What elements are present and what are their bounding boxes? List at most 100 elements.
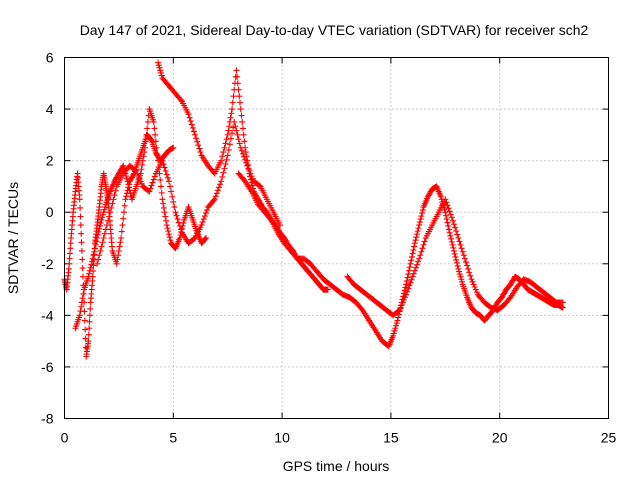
data-point xyxy=(217,181,224,188)
data-point xyxy=(458,276,465,283)
data-point xyxy=(81,317,88,324)
data-point xyxy=(230,93,237,100)
data-point xyxy=(154,151,161,158)
data-point xyxy=(92,241,99,248)
data-point xyxy=(79,273,86,280)
data-point xyxy=(190,235,197,242)
data-point xyxy=(445,222,452,229)
data-point xyxy=(229,130,236,137)
data-point xyxy=(76,196,83,203)
data-point xyxy=(358,305,365,312)
data-point xyxy=(237,99,244,106)
data-point xyxy=(237,106,244,113)
data-point xyxy=(453,228,460,235)
data-point xyxy=(162,167,169,174)
data-point xyxy=(78,303,85,310)
data-point xyxy=(193,135,200,142)
data-point xyxy=(408,257,415,264)
data-point xyxy=(418,213,425,220)
data-point xyxy=(464,262,471,269)
data-point xyxy=(147,136,154,143)
data-point xyxy=(238,147,245,154)
data-point xyxy=(420,241,427,248)
data-point xyxy=(89,255,96,262)
data-point xyxy=(201,213,208,220)
data-point xyxy=(235,136,242,143)
data-point xyxy=(442,196,449,203)
data-point xyxy=(78,230,85,237)
data-point xyxy=(95,228,102,235)
data-point xyxy=(146,188,153,195)
data-point xyxy=(235,86,242,93)
data-point xyxy=(65,265,72,272)
data-point xyxy=(102,204,109,211)
data-point xyxy=(159,196,166,203)
data-point xyxy=(470,281,477,288)
data-point xyxy=(87,305,94,312)
data-point xyxy=(163,222,170,229)
data-point xyxy=(236,140,243,147)
data-point xyxy=(171,204,178,211)
data-point xyxy=(78,299,85,306)
data-point xyxy=(448,214,455,221)
data-point xyxy=(139,157,146,164)
data-point xyxy=(456,271,463,278)
data-point xyxy=(419,245,426,252)
data-point xyxy=(150,118,157,125)
data-point xyxy=(234,73,241,80)
data-point xyxy=(406,264,413,271)
data-point xyxy=(77,204,84,211)
data-point xyxy=(232,123,239,130)
data-point xyxy=(101,230,108,237)
data-point xyxy=(78,239,85,246)
data-point xyxy=(155,62,162,69)
data-point xyxy=(226,141,233,148)
data-point xyxy=(200,216,207,223)
data-point xyxy=(219,173,226,180)
data-point xyxy=(242,144,249,151)
data-point xyxy=(453,259,460,266)
data-point xyxy=(170,198,177,205)
data-point xyxy=(77,213,84,220)
data-point xyxy=(89,258,96,265)
data-point xyxy=(98,216,105,223)
data-point xyxy=(225,127,232,134)
data-point xyxy=(416,255,423,262)
data-point xyxy=(222,161,229,168)
data-point xyxy=(407,279,414,286)
data-point xyxy=(85,338,92,345)
data-point xyxy=(77,308,84,315)
data-point xyxy=(240,131,247,138)
data-point xyxy=(148,182,155,189)
data-point xyxy=(158,72,165,79)
data-point xyxy=(451,247,458,254)
data-point xyxy=(176,235,183,241)
data-point xyxy=(134,170,141,177)
data-point xyxy=(79,256,86,263)
data-point xyxy=(406,267,413,274)
data-point xyxy=(227,114,234,121)
data-point xyxy=(156,64,163,71)
data-point xyxy=(233,67,240,74)
data-point xyxy=(391,327,398,334)
data-point xyxy=(121,202,128,209)
data-point xyxy=(238,112,245,119)
data-point xyxy=(229,106,236,113)
data-point xyxy=(164,225,171,232)
data-point xyxy=(143,131,150,138)
data-point xyxy=(151,125,158,132)
data-point xyxy=(226,118,233,125)
data-point xyxy=(105,217,112,224)
data-point xyxy=(120,209,127,216)
data-point xyxy=(103,222,110,229)
data-point xyxy=(392,322,399,329)
data-point xyxy=(157,69,164,76)
data-point xyxy=(165,228,172,235)
data-point xyxy=(245,161,252,168)
data-point xyxy=(414,261,421,268)
data-point xyxy=(442,209,449,216)
data-point xyxy=(185,111,192,118)
data-point xyxy=(225,146,232,153)
data-point xyxy=(214,187,221,194)
data-point xyxy=(95,256,102,263)
